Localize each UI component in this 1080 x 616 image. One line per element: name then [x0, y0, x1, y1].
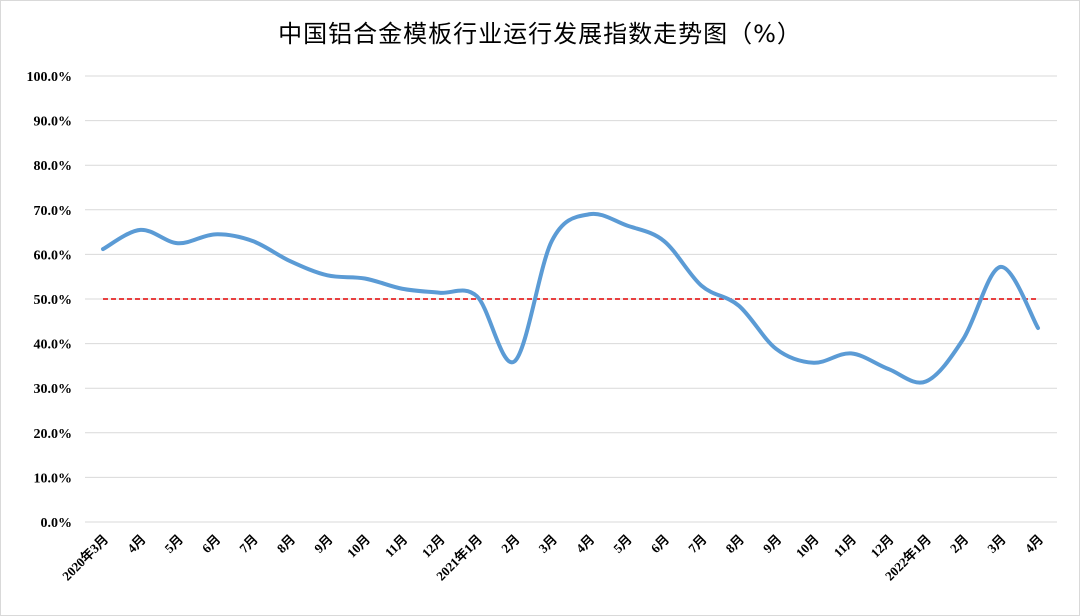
x-tick-label: 12月 [868, 532, 897, 561]
x-tick-label: 11月 [382, 532, 410, 560]
x-tick-label: 6月 [648, 532, 672, 556]
x-tick-label: 10月 [344, 532, 373, 561]
x-tick-label: 7月 [685, 532, 709, 556]
x-tick-label: 6月 [199, 532, 223, 556]
y-tick-label: 70.0% [34, 204, 73, 219]
x-tick-label: 4月 [1022, 532, 1046, 556]
y-tick-label: 100.0% [27, 70, 73, 85]
series-line [101, 211, 1040, 385]
y-tick-label: 40.0% [34, 338, 73, 353]
x-tick-label: 7月 [236, 532, 260, 556]
x-tick-label: 2月 [498, 532, 522, 556]
y-tick-label: 80.0% [34, 159, 73, 174]
y-tick-label: 30.0% [34, 382, 73, 397]
y-tick-label: 20.0% [34, 427, 73, 442]
y-axis-labels: 0.0% 10.0% 20.0% 30.0% 40.0% 50.0% 60.0% 70.0% 8… [27, 70, 73, 531]
x-tick-label: 9月 [760, 532, 784, 556]
x-tick-label: 4月 [124, 532, 148, 556]
y-tick-label: 60.0% [34, 248, 73, 263]
x-tick-label: 11月 [831, 532, 859, 560]
x-tick-label: 3月 [984, 532, 1008, 556]
x-tick-label: 8月 [274, 532, 298, 556]
y-tick-label: 50.0% [34, 293, 73, 308]
series-group [101, 211, 1040, 385]
x-tick-label: 2月 [947, 532, 971, 556]
x-tick-label: 5月 [610, 532, 634, 556]
x-tick-label: 10月 [793, 532, 822, 561]
x-tick-label: 5月 [162, 532, 186, 556]
x-tick-label: 3月 [536, 532, 560, 556]
chart-title: 中国铝合金模板行业运行发展指数走势图（%） [278, 20, 802, 48]
y-tick-label: 90.0% [34, 115, 73, 130]
y-tick-label: 10.0% [34, 471, 73, 486]
y-tick-label: 0.0% [41, 516, 73, 531]
x-tick-label: 2020年3月 [59, 532, 111, 584]
x-tick-label: 9月 [311, 532, 335, 556]
x-tick-label: 4月 [573, 532, 597, 556]
x-tick-label: 8月 [723, 532, 747, 556]
x-tick-label: 12月 [419, 532, 448, 561]
